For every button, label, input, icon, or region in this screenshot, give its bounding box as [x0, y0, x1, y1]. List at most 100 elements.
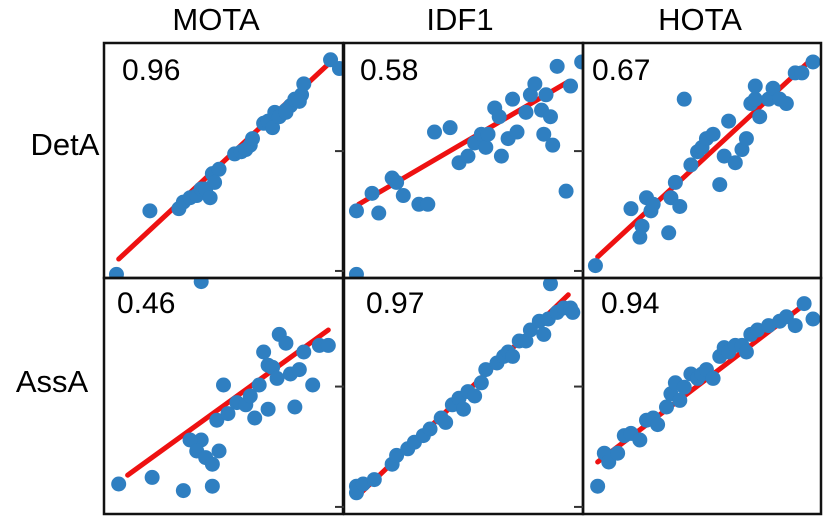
panel-assa-hota-point-6	[632, 432, 648, 448]
panel-assa-mota-point-4	[182, 432, 198, 448]
panel-assa-mota-point-18	[256, 344, 272, 360]
panel-deta-idf1-point-25	[527, 76, 543, 92]
panel-deta-idf1-plot-area	[348, 54, 583, 278]
panel-assa-idf1-point-27	[536, 326, 552, 342]
panel-deta-mota: 0.96	[102, 41, 345, 280]
panel-deta-hota-point-6	[645, 196, 661, 212]
panel-assa-mota-point-7	[204, 456, 220, 472]
panel-deta-hota-point-26	[765, 80, 781, 96]
panel-deta-hota-point-32	[676, 91, 692, 107]
panel-assa-idf1-point-11	[438, 414, 454, 430]
column-title-idf1: IDF1	[426, 2, 493, 37]
panel-assa-idf1-point-5	[389, 447, 405, 463]
panel-deta-hota-point-10	[672, 198, 688, 214]
panel-assa-hota-point-33	[805, 311, 821, 327]
panel-assa-idf1-point-22	[505, 348, 521, 364]
panel-deta-mota-correlation-label: 0.96	[122, 54, 180, 87]
panel-deta-hota-point-24	[752, 109, 768, 125]
panel-assa-mota-point-11	[216, 377, 231, 393]
panel-deta-hota-point-23	[747, 91, 763, 107]
row-title-deta: DetA	[31, 127, 100, 162]
panel-deta-idf1-point-9	[427, 124, 443, 140]
panel-assa-mota-point-10	[209, 412, 225, 428]
panel-assa-hota-point-32	[796, 296, 812, 312]
panel-deta-idf1-point-32	[563, 78, 579, 94]
panel-deta-idf1-point-3	[371, 205, 387, 221]
panel-deta-idf1-point-30	[549, 58, 565, 74]
panel-assa-idf1-point-17	[473, 375, 489, 391]
panel-deta-idf1-point-6	[395, 188, 411, 204]
panel-deta-hota-point-18	[721, 113, 737, 129]
panel-assa-hota-point-14	[676, 379, 692, 395]
panel-assa-mota-point-26	[291, 362, 307, 378]
panel-assa-mota-point-27	[296, 344, 312, 360]
panel-assa-hota-point-25	[738, 344, 754, 360]
panel-deta-idf1-point-15	[478, 139, 494, 155]
panel-assa-mota-point-25	[287, 399, 303, 415]
panel-assa-mota-point-9	[204, 478, 220, 494]
panel-assa-mota-point-32	[260, 401, 276, 417]
column-title-mota: MOTA	[172, 2, 260, 37]
panel-deta-mota-point-26	[296, 76, 312, 92]
panel-deta-hota-plot-area	[587, 54, 821, 274]
panel-deta-idf1-point-19	[493, 148, 509, 164]
panel-assa-mota-point-15	[242, 388, 258, 404]
panel-deta-hota-point-31	[805, 54, 821, 70]
panel-deta-idf1-point-21	[505, 91, 521, 107]
panel-deta-idf1-point-28	[542, 109, 558, 125]
panel-assa-mota-point-28	[305, 377, 321, 393]
panel-deta-mota-point-16	[244, 131, 260, 147]
panel-deta-idf1: 0.58	[335, 41, 585, 280]
panel-deta-idf1-point-10	[442, 120, 458, 136]
panel-deta-mota-point-9	[211, 161, 227, 177]
panel-assa-hota-point-9	[650, 417, 666, 433]
panel-deta-mota-point-0	[108, 266, 124, 278]
panel-assa-idf1-point-9	[422, 421, 438, 437]
panel-assa-mota-point-17	[251, 377, 267, 393]
panel-deta-mota-point-28	[291, 93, 307, 109]
panel-deta-idf1-point-34	[536, 126, 552, 142]
panel-deta-mota-point-27	[278, 104, 294, 120]
panel-deta-hota-correlation-label: 0.67	[592, 54, 650, 87]
panel-assa-hota-point-13	[672, 392, 688, 408]
panel-assa-hota-point-31	[787, 318, 803, 334]
panel-assa-idf1-point-14	[456, 401, 471, 417]
panel-assa-mota-plot-area	[111, 278, 336, 499]
panel-assa-idf1-point-18	[478, 362, 494, 378]
panel-deta-idf1-point-1	[348, 266, 364, 278]
panel-assa-mota-point-8	[211, 443, 227, 459]
panel-deta-idf1-point-18	[491, 109, 507, 125]
panel-deta-idf1-point-23	[518, 104, 534, 120]
panel-deta-hota-point-30	[794, 65, 810, 81]
panel-assa-hota-point-3	[610, 445, 626, 461]
panel-deta-idf1-point-0	[348, 203, 364, 219]
panel-assa-mota-correlation-label: 0.46	[117, 287, 175, 320]
panel-deta-mota-point-10	[207, 174, 223, 190]
row-title-assa: AssA	[16, 364, 89, 399]
panel-deta-hota-point-7	[661, 225, 677, 241]
panel-deta-mota-point-30	[331, 61, 343, 77]
titles-layer: MOTA IDF1 HOTA DetA AssA	[16, 2, 742, 399]
panel-deta-hota-point-3	[634, 218, 650, 234]
panel-deta-mota-point-1	[142, 203, 158, 219]
panel-deta-hota-point-0	[587, 258, 603, 274]
panel-deta-mota-point-11	[202, 190, 218, 206]
panel-deta-idf1-correlation-label: 0.58	[360, 54, 418, 87]
panel-deta-idf1-point-22	[509, 124, 525, 140]
panel-deta-idf1-point-31	[558, 183, 574, 199]
panel-assa-hota-plot-area	[590, 296, 821, 494]
panel-assa-idf1-plot-area	[348, 278, 581, 501]
panel-deta-idf1-point-12	[460, 148, 476, 164]
panel-deta-hota: 0.67	[574, 41, 823, 280]
panel-assa-idf1-point-32	[565, 304, 581, 320]
panel-assa-mota-point-0	[111, 476, 127, 492]
panel-assa-mota-point-23	[278, 335, 294, 351]
panel-assa-mota-point-1	[144, 469, 160, 485]
panel-deta-hota-point-15	[705, 126, 721, 142]
panel-deta-hota-point-28	[778, 96, 794, 112]
panel-assa-mota-point-30	[320, 337, 336, 353]
panel-assa-hota-point-19	[705, 370, 721, 386]
panel-assa-idf1-point-33	[542, 278, 558, 292]
panel-assa-hota-correlation-label: 0.94	[601, 287, 659, 320]
